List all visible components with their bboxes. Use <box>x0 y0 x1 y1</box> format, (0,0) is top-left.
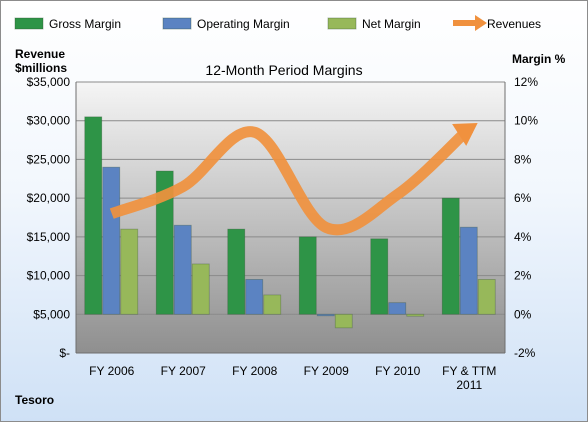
bar-net-margin <box>335 314 352 328</box>
x-tick-label: FY & TTM <box>442 364 496 378</box>
bar-operating-margin <box>460 227 477 314</box>
x-tick-label: 2011 <box>456 378 482 392</box>
y-left-tick-label: $5,000 <box>33 307 70 321</box>
y-right-tick-label: 12% <box>514 75 538 89</box>
legend: Gross Margin Operating Margin Net Margin Re… <box>15 15 541 31</box>
bar-net-margin <box>478 279 495 314</box>
y-left-label-line1: Revenue <box>15 47 65 61</box>
y-left-tick-label: $15,000 <box>27 230 71 244</box>
y-right-tick-label: 0% <box>514 307 532 321</box>
y-right-tick-label: 2% <box>514 269 532 283</box>
y-left-tick-label: $30,000 <box>27 114 71 128</box>
bar-net-margin <box>407 314 424 316</box>
bar-gross-margin <box>442 198 459 314</box>
bar-net-margin <box>264 295 281 314</box>
chart-title: 12-Month Period Margins <box>205 62 362 78</box>
y-right-tick-label: 6% <box>514 191 532 205</box>
legend-arrow-icon <box>475 15 487 31</box>
y-left-tick-label: $- <box>59 346 70 360</box>
bar-gross-margin <box>299 237 316 314</box>
plot-area <box>76 82 505 353</box>
bar-operating-margin <box>389 303 406 315</box>
legend-label: Revenues <box>487 17 541 31</box>
y-right-label: Margin % <box>512 52 566 66</box>
x-tick-label: FY 2008 <box>232 364 277 378</box>
y-right-tick-label: 4% <box>514 230 532 244</box>
legend-swatch <box>163 18 191 29</box>
y-left-tick-label: $25,000 <box>27 152 71 166</box>
bar-operating-margin <box>317 314 334 316</box>
bar-operating-margin <box>103 167 120 314</box>
legend-label: Gross Margin <box>49 17 121 31</box>
y-left-tick-label: $10,000 <box>27 269 71 283</box>
bar-gross-margin <box>371 239 388 314</box>
bar-net-margin <box>121 229 138 314</box>
bar-operating-margin <box>174 225 191 314</box>
x-tick-label: FY 2009 <box>304 364 349 378</box>
y-left-tick-label: $35,000 <box>27 75 71 89</box>
bar-gross-margin <box>228 229 245 314</box>
legend-label: Operating Margin <box>197 17 290 31</box>
y-left-label-line2: $millions <box>15 61 67 75</box>
x-tick-label: FY 2006 <box>89 364 134 378</box>
y-right-tick-label: 10% <box>514 114 538 128</box>
bar-net-margin <box>192 264 209 314</box>
legend-swatch <box>15 18 43 29</box>
bar-operating-margin <box>246 279 263 314</box>
footer-label: Tesoro <box>15 393 54 407</box>
x-tick-label: FY 2010 <box>375 364 420 378</box>
y-left-tick-label: $20,000 <box>27 191 71 205</box>
bar-gross-margin <box>85 117 102 314</box>
legend-swatch <box>328 18 356 29</box>
x-tick-label: FY 2007 <box>161 364 206 378</box>
y-right-tick-label: 8% <box>514 152 532 166</box>
legend-label: Net Margin <box>362 17 421 31</box>
y-right-tick-label: -2% <box>514 346 536 360</box>
